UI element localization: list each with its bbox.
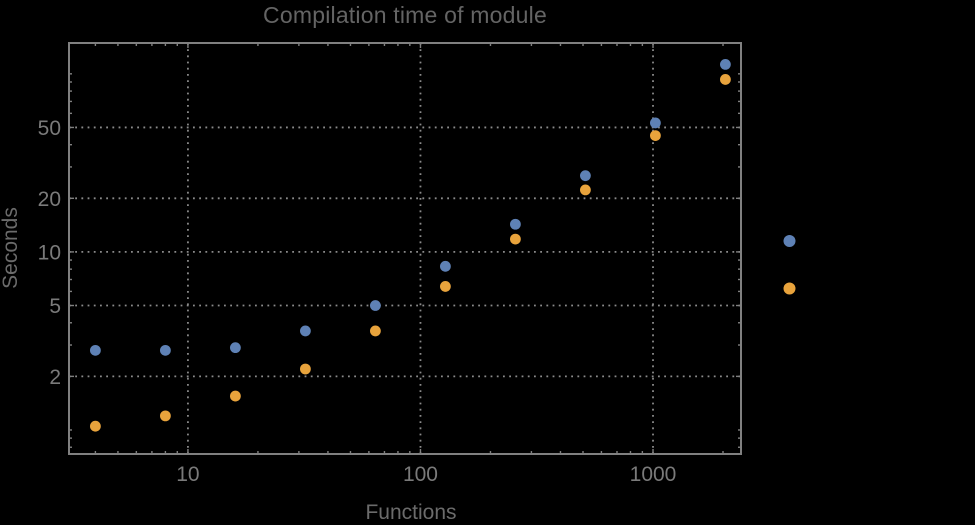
plot-frame: [68, 42, 742, 455]
data-point-series-1-blue: [89, 344, 101, 356]
data-point-series-2-orange: [510, 233, 521, 245]
data-point-series-2-orange: [229, 390, 241, 402]
data-point-series-1-blue: [580, 170, 591, 182]
y-tick-label: 20: [38, 188, 61, 211]
chart-title: Compilation time of module: [263, 2, 547, 28]
data-point-series-1-blue: [650, 117, 661, 129]
y-tick-label: 10: [38, 241, 61, 264]
y-tick-label: 2: [49, 366, 61, 389]
data-point-series-1-blue: [229, 342, 241, 354]
data-point-series-2-orange: [299, 363, 311, 375]
data-point-series-2-orange: [159, 410, 171, 422]
data-point-series-2-orange: [650, 130, 661, 141]
data-point-series-1-blue: [720, 58, 731, 70]
data-point-series-1-blue: [510, 218, 521, 230]
data-point-series-2-orange: [89, 420, 101, 432]
data-point-series-2-orange: [440, 281, 451, 292]
data-point-series-2-orange: [369, 325, 381, 337]
data-point-series-1-blue: [369, 300, 381, 311]
x-tick-label: 1000: [630, 463, 677, 486]
data-point-series-2-orange: [720, 74, 731, 85]
data-point-series-1-blue: [440, 260, 451, 272]
legend-marker-series-1-blue: [783, 235, 796, 247]
y-tick-label: 50: [38, 117, 61, 140]
data-point-series-1-blue: [299, 325, 311, 337]
data-point-series-2-orange: [580, 184, 591, 196]
y-tick-label: 5: [49, 295, 61, 318]
x-tick-label: 10: [176, 463, 199, 486]
x-axis-label: Functions: [365, 501, 457, 524]
legend-marker-series-2-orange: [783, 282, 796, 295]
x-tick-label: 100: [403, 463, 438, 486]
data-point-series-1-blue: [159, 344, 171, 356]
